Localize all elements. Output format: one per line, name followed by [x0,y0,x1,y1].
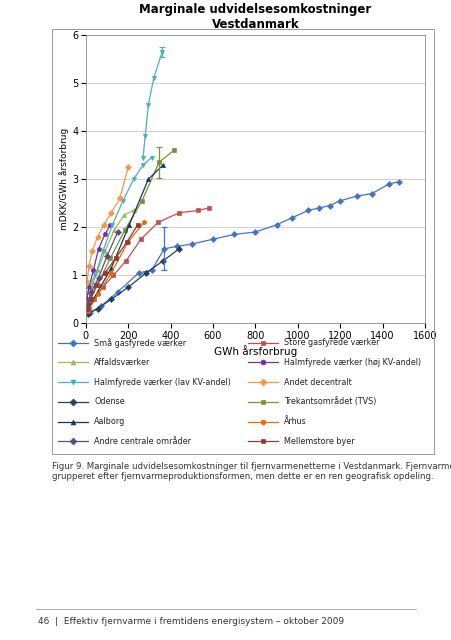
Text: Odense: Odense [94,397,124,406]
Text: Aalborg: Aalborg [94,417,125,426]
Text: Halmfyrede værker (lav KV-andel): Halmfyrede værker (lav KV-andel) [94,378,230,387]
Text: Store gasfyrede værker: Store gasfyrede værker [283,338,378,347]
Text: Andet decentralt: Andet decentralt [283,378,351,387]
Text: Trekantsområdet (TVS): Trekantsområdet (TVS) [283,397,376,406]
Text: Små gasfyrede værker: Små gasfyrede værker [94,338,186,348]
Text: Mellemstore byer: Mellemstore byer [283,437,354,446]
Text: Andre centrale områder: Andre centrale områder [94,437,191,446]
Text: Affaldsværker: Affaldsværker [94,358,150,367]
Text: Figur 9. Marginale udvidelsesomkostninger til fjernvarmenetterne i Vestdanmark. : Figur 9. Marginale udvidelsesomkostninge… [52,461,451,481]
Text: 46  |  Effektiv fjernvarme i fremtidens energisystem – oktober 2009: 46 | Effektiv fjernvarme i fremtidens en… [38,617,344,626]
Text: Halmfyrede værker (høj KV-andel): Halmfyrede værker (høj KV-andel) [283,358,420,367]
Y-axis label: mDKK/GWh årsforbrug: mDKK/GWh årsforbrug [59,128,69,230]
Title: Marginale udvidelsesomkostninger
Vestdanmark: Marginale udvidelsesomkostninger Vestdan… [139,3,371,31]
Text: Århus: Århus [283,417,306,426]
X-axis label: GWh årsforbrug: GWh årsforbrug [213,345,296,357]
